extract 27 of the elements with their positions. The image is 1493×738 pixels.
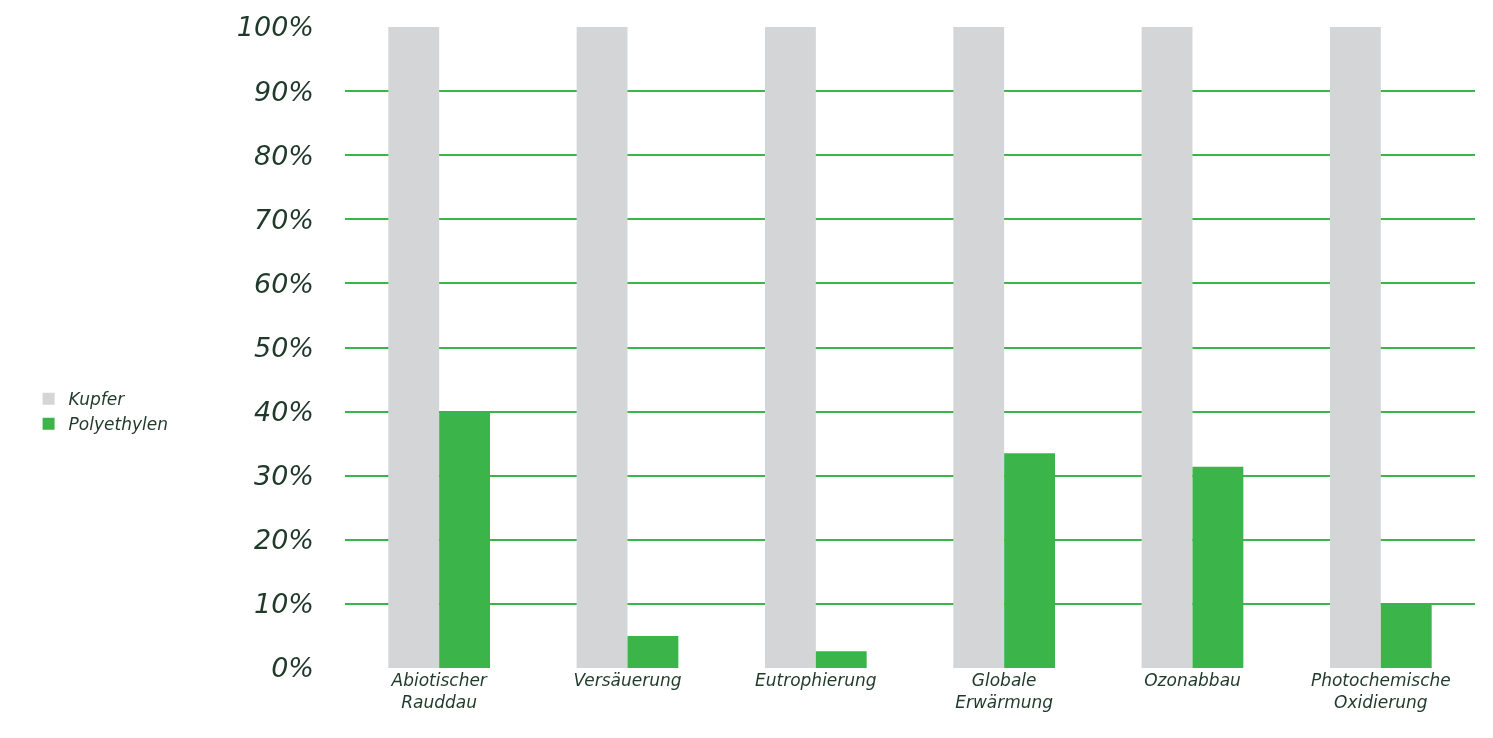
y-tick-label: 10% [253,588,314,620]
x-tick-label: Ozonabbau [1144,670,1242,690]
x-tick-label: Versäuerung [573,670,682,690]
y-tick-label: 50% [253,331,314,363]
y-tick-label: 0% [271,652,314,684]
bar [388,27,440,668]
bar [1141,27,1193,668]
x-tick-label: Globale Erwärmung [955,670,1054,713]
y-tick-label: 30% [253,460,314,492]
y-tick-label: 20% [253,524,314,556]
legend-label: Kupfer [68,389,126,410]
legend-label: Polyethylen [68,414,168,435]
y-tick-label: 70% [253,203,314,235]
y-tick-label: 80% [253,139,314,171]
y-tick-label: 90% [253,75,314,107]
y-tick-label: 40% [253,396,314,428]
y-tick-label: 100% [236,11,314,43]
bar [764,27,816,668]
bar [815,651,867,668]
bar [1329,27,1381,668]
x-tick-label: Photochemische Oxidierung [1310,670,1451,713]
x-tick-label: Abiotischer Rauddau [390,670,488,713]
bar [627,635,679,668]
bar [953,27,1005,668]
x-tick-label: Eutrophierung [755,670,877,690]
bar [576,27,628,668]
y-tick-label: 60% [253,267,314,299]
